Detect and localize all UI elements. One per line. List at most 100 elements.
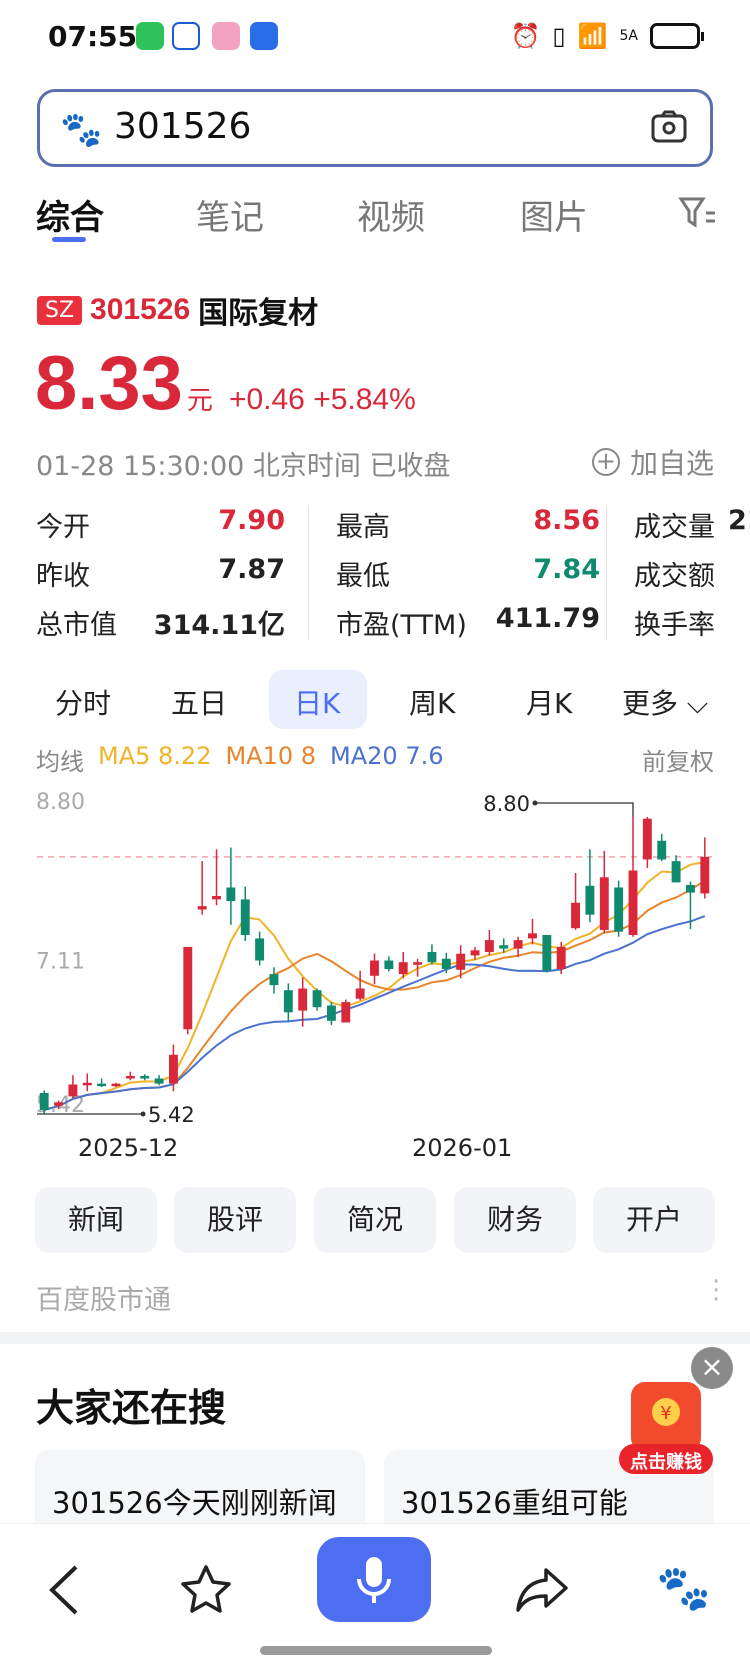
candle-up [212,895,221,900]
candle-up [125,1075,135,1079]
vibrate-icon: ▯ [552,22,566,50]
timezone: 北京时间 [252,451,361,482]
candle-up [628,870,638,936]
period-tab-more[interactable]: 更多 ⌵ [622,682,708,722]
svg-text:¥: ¥ [660,1403,671,1424]
ma5-line [43,861,705,1111]
candle-up [54,1102,63,1106]
back-icon[interactable] [46,1564,82,1616]
max-label: 8.80 [483,792,530,816]
quote-label: 今开 [36,512,90,543]
more-options-icon[interactable]: · · · [712,1267,721,1315]
period-tab-monthly[interactable]: 月K [526,687,573,720]
clock: 07:55 [48,20,138,53]
candle-up [168,1054,178,1084]
voice-search-button[interactable] [317,1537,431,1622]
candle-down [441,958,451,969]
quote-value: 7.90 [218,505,285,536]
change-value: +0.46 [228,383,305,416]
filter-icon[interactable] [678,195,718,231]
candle-down [326,1005,336,1021]
ma20-legend: MA20 7.6 [330,742,444,770]
camera-icon[interactable] [650,108,688,146]
candle-down [154,1078,164,1084]
star-icon[interactable] [180,1564,232,1614]
candle-down [657,840,667,860]
tab-images[interactable]: 图片 [520,198,588,238]
period-tab-intraday[interactable]: 分时 [55,687,112,720]
more-label: 更多 [622,687,679,720]
quote-value: 411.79 [495,603,600,634]
change-percent: +5.84% [313,383,416,416]
baidu-paw-icon: 🐾 [60,110,103,150]
share-icon[interactable] [514,1566,570,1614]
candle-up [370,960,379,976]
candle-down [427,952,437,963]
candle-up [456,953,466,970]
search-query[interactable]: 301526 [114,106,252,147]
shield-app-icon [250,22,278,50]
datetime: 01-28 15:30:00 [36,451,245,482]
quote-value: 8.56 [533,505,600,536]
news-button[interactable]: 新闻 [35,1187,157,1253]
battery-icon [650,23,704,49]
tab-all[interactable]: 综合 [36,198,104,238]
candle-up [599,877,609,930]
quote-value: 21 [728,505,750,536]
open-account-button[interactable]: 开户 [593,1187,715,1253]
quote-label: 成交量 [634,512,715,543]
candle-up [513,940,523,949]
comments-button[interactable]: 股评 [174,1187,296,1253]
price-unit: 元 [186,386,213,416]
add-watchlist-label: 加自选 [629,447,714,480]
ma5-legend: MA5 8.22 [98,742,212,770]
wifi-icon: 📶 [577,22,608,50]
candle-up [528,933,537,939]
quote-label: 市盈(TTM) [336,610,467,641]
candle-up [642,818,652,860]
period-tab-highlight [269,670,367,729]
candle-down [614,887,624,932]
ma-title: 均线 [36,748,84,776]
add-watchlist-button[interactable]: + 加自选 [591,442,714,482]
baidu-home-icon[interactable]: 🐾 [656,1563,711,1614]
source-label[interactable]: 百度股市通 [36,1285,171,1316]
close-promo-button[interactable]: × [691,1347,733,1389]
search-input[interactable]: 🐾 301526 [37,89,713,167]
period-tab-5day[interactable]: 五日 [171,687,228,720]
quote-label: 昨收 [36,561,90,592]
status-bar: 07:55 ⏰ ▯ 📶 5A [0,0,750,75]
profile-button[interactable]: 简况 [314,1187,436,1253]
red-packet-promo[interactable]: ¥ 点击赚钱 [617,1378,715,1478]
also-search-title: 大家还在搜 [36,1386,227,1430]
tab-notes[interactable]: 笔记 [196,198,264,238]
adjust-mode[interactable]: 前复权 [642,748,714,776]
candle-down [542,935,552,971]
y-tick-label: 8.80 [36,790,85,815]
stock-price: 8.33 [35,341,183,426]
kline-chart[interactable]: 8.807.115.428.805.42 [0,790,750,1130]
quote-label: 成交额 [634,561,715,592]
tab-video[interactable]: 视频 [357,198,425,238]
quote-label: 换手率 [634,610,715,641]
candle-up [571,902,581,929]
red-packet-icon: ¥ [619,1382,713,1474]
candle-up [470,950,480,956]
candle-up [111,1083,121,1087]
app-icon [212,22,240,50]
candle-down [97,1083,107,1087]
financials-button[interactable]: 财务 [454,1187,576,1253]
candle-up [298,988,308,1011]
candle-down [671,861,681,883]
quote-label: 最低 [336,561,390,592]
signal-icon: 5A [619,28,638,44]
period-tab-daily[interactable]: 日K [294,687,341,720]
price-row: 8.33 元 +0.46 +5.84% [35,340,416,427]
candle-down [140,1075,150,1079]
alarm-icon: ⏰ [510,22,541,50]
candle-up [68,1084,78,1097]
microphone-icon [357,1557,391,1603]
period-tab-weekly[interactable]: 周K [409,687,456,720]
home-indicator[interactable] [260,1646,492,1655]
y-tick-label: 7.11 [36,950,85,975]
